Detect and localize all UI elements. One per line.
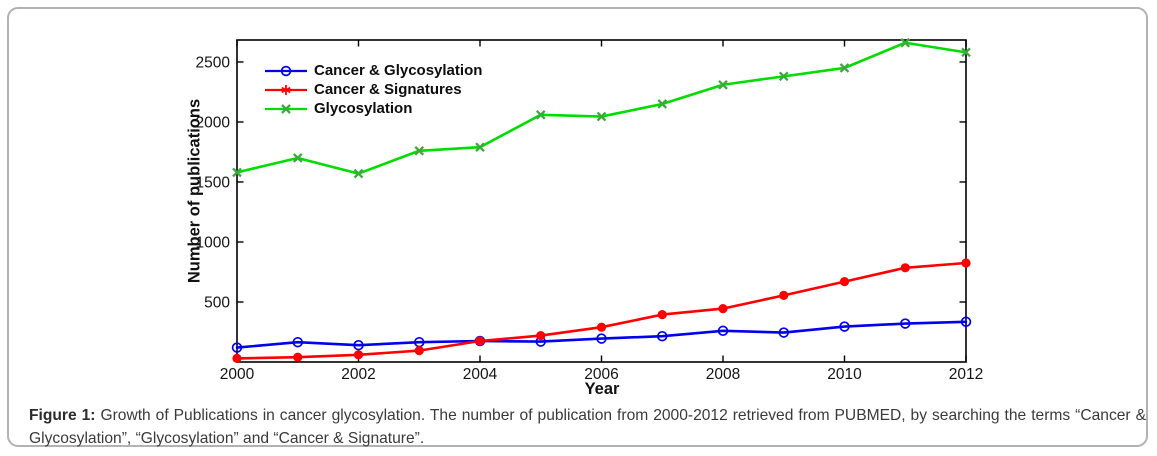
svg-text:1000: 1000	[196, 234, 231, 251]
legend-item: Glycosylation	[265, 99, 482, 118]
figure-card: 2000 2002 2004 2006 2008 2010 2012 500 1000 1500 2…	[7, 7, 1148, 447]
svg-text:500: 500	[204, 294, 230, 311]
legend-asterisk-marker-icon	[265, 84, 307, 95]
caption-text: Growth of Publications in cancer glycosy…	[29, 407, 1146, 447]
legend-label: Cancer & Glycosylation	[314, 62, 483, 79]
svg-text:2000: 2000	[220, 366, 255, 383]
line-chart: 2000 2002 2004 2006 2008 2010 2012 500 1000 1500 2…	[196, 37, 983, 383]
svg-text:1500: 1500	[196, 174, 231, 191]
legend-circle-marker-icon	[265, 65, 307, 76]
legend: Cancer & Glycosylation Cancer & Signatur…	[265, 61, 482, 118]
y-axis-label: Number of publications	[185, 98, 204, 284]
svg-text:2010: 2010	[827, 366, 862, 383]
legend-x-marker-icon	[265, 103, 307, 114]
legend-label: Cancer & Signatures	[314, 81, 462, 98]
svg-text:2004: 2004	[463, 366, 498, 383]
svg-text:2000: 2000	[196, 114, 231, 131]
legend-item: Cancer & Signatures	[265, 80, 482, 99]
svg-text:2500: 2500	[196, 54, 231, 71]
chart-area: 2000 2002 2004 2006 2008 2010 2012 500 1000 1500 2…	[9, 9, 1157, 405]
legend-item: Cancer & Glycosylation	[265, 61, 482, 80]
figure-caption: Figure 1: Growth of Publications in canc…	[29, 405, 1146, 450]
svg-text:2008: 2008	[706, 366, 740, 383]
svg-text:2012: 2012	[949, 366, 983, 383]
caption-label: Figure 1:	[29, 407, 96, 424]
x-axis-label: Year	[584, 380, 620, 398]
legend-label: Glycosylation	[314, 100, 413, 117]
svg-text:2006: 2006	[584, 366, 618, 383]
svg-text:2002: 2002	[341, 366, 375, 383]
